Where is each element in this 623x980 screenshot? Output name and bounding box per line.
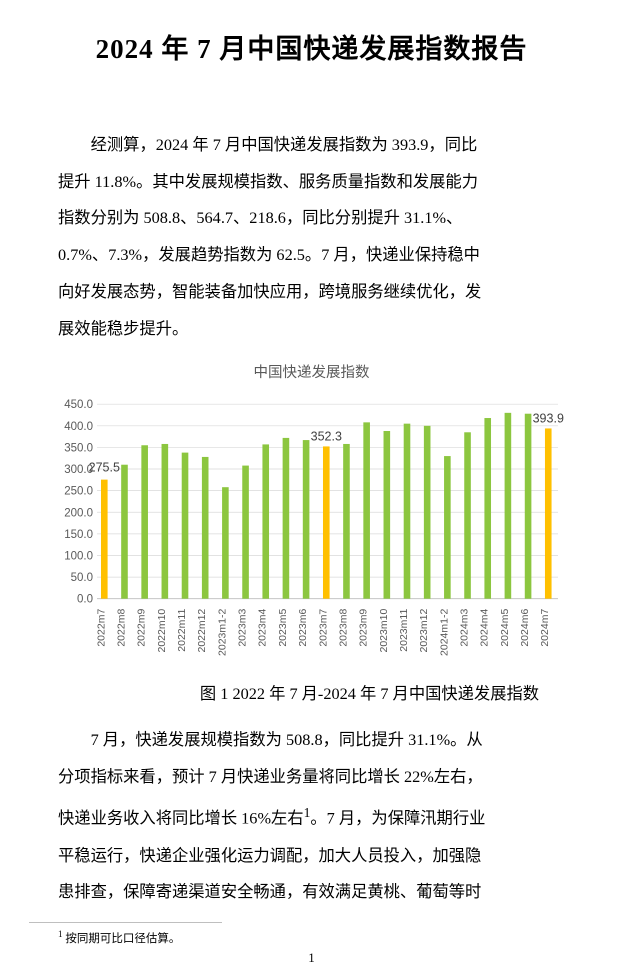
svg-text:2024m4: 2024m4 <box>479 609 491 647</box>
svg-text:2023m11: 2023m11 <box>398 609 410 652</box>
svg-text:2023m1-2: 2023m1-2 <box>216 609 228 656</box>
svg-text:2024m6: 2024m6 <box>519 609 531 647</box>
svg-text:2024m5: 2024m5 <box>499 609 511 647</box>
svg-text:2022m10: 2022m10 <box>156 609 168 653</box>
svg-text:352.3: 352.3 <box>311 429 342 443</box>
svg-text:2023m7: 2023m7 <box>317 609 329 647</box>
svg-text:2024m7: 2024m7 <box>539 609 551 647</box>
svg-text:2023m5: 2023m5 <box>277 609 289 647</box>
svg-text:2023m4: 2023m4 <box>257 609 269 647</box>
svg-text:275.5: 275.5 <box>89 461 120 475</box>
svg-text:250.0: 250.0 <box>64 486 93 498</box>
svg-text:2024m1-2: 2024m1-2 <box>438 609 450 656</box>
svg-text:2023m8: 2023m8 <box>337 609 349 647</box>
svg-text:2023m3: 2023m3 <box>237 609 249 647</box>
svg-text:2023m10: 2023m10 <box>378 609 390 653</box>
svg-text:2023m12: 2023m12 <box>418 609 430 653</box>
svg-text:2022m7: 2022m7 <box>95 609 107 647</box>
svg-text:200.0: 200.0 <box>64 507 93 519</box>
svg-text:2023m6: 2023m6 <box>297 609 309 647</box>
svg-text:100.0: 100.0 <box>64 550 93 562</box>
svg-text:0.0: 0.0 <box>77 594 93 606</box>
svg-text:150.0: 150.0 <box>64 529 93 541</box>
svg-text:393.9: 393.9 <box>533 411 564 425</box>
svg-text:350.0: 350.0 <box>64 442 93 454</box>
svg-text:50.0: 50.0 <box>71 572 93 584</box>
svg-text:2022m12: 2022m12 <box>196 609 208 653</box>
svg-text:400.0: 400.0 <box>64 421 93 433</box>
svg-text:2022m8: 2022m8 <box>115 609 127 647</box>
svg-text:2022m11: 2022m11 <box>176 609 188 652</box>
svg-text:2022m9: 2022m9 <box>136 609 148 647</box>
svg-text:450.0: 450.0 <box>64 399 93 411</box>
svg-text:2024m3: 2024m3 <box>459 609 471 647</box>
svg-text:2023m9: 2023m9 <box>358 609 370 647</box>
